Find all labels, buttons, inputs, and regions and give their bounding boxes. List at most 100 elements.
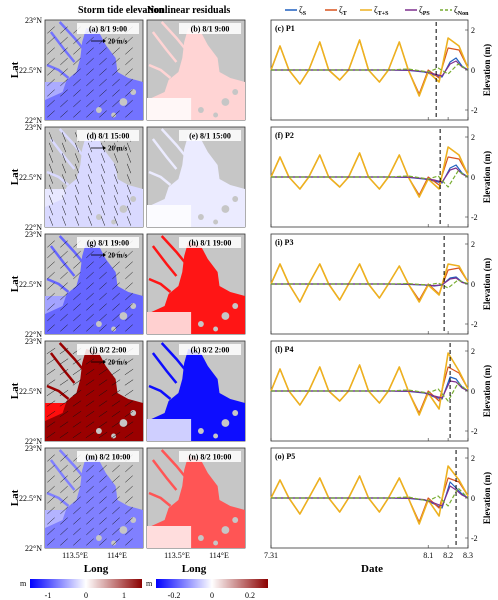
panel-row: Lat 23°N 22.5°N 22°N (g) 8/1 19:00 20 m/s (h) …: [9, 230, 492, 339]
wind-arrow: [85, 358, 95, 365]
wind-arrow: [112, 517, 120, 525]
wind-arrow: [125, 271, 133, 280]
wind-arrow: [73, 250, 81, 259]
colorbar-storm-gradient: [30, 579, 142, 588]
wind-arrow: [73, 506, 81, 515]
lat-tick-label: 23°N: [25, 337, 42, 346]
wind-arrow: [59, 410, 69, 418]
wind-arrow: [125, 78, 133, 87]
lat-tick-label: 22.5°N: [19, 280, 42, 289]
lat-tick-label: 23°N: [25, 16, 42, 25]
wind-arrow: [60, 464, 68, 473]
wind-arrow: [48, 216, 54, 226]
series-line-non: [271, 279, 469, 289]
wind-arrow: [47, 47, 55, 55]
long-label-residual: Long: [182, 563, 207, 575]
wind-arrow: [72, 368, 82, 376]
wind-arrow: [125, 313, 133, 322]
wind-arrow: [86, 475, 94, 483]
panel-label-bg: [77, 237, 139, 248]
wind-arrow: [73, 68, 81, 76]
wind-arrow: [60, 57, 68, 66]
wind-arrow: [113, 174, 119, 184]
wind-arrow: [125, 485, 133, 494]
legend-label: ζT: [339, 5, 347, 17]
island: [95, 214, 102, 220]
wind-arrow: [73, 282, 81, 290]
scale-arrow: 20 m/s: [91, 359, 128, 367]
wind-arrow: [112, 36, 120, 45]
wind-arrow: [86, 110, 94, 118]
wind-arrow: [100, 163, 106, 174]
storm-panel-label: (j) 8/2 2:00: [90, 346, 127, 355]
water-area: [147, 242, 245, 334]
river-channel: [148, 384, 172, 400]
wind-arrow: [125, 261, 133, 269]
island: [119, 205, 128, 213]
series-lines: [270, 352, 469, 416]
x-tick-label: 7.31: [264, 551, 278, 560]
timeseries-panel-label: (f) P2: [275, 131, 294, 140]
storm-panel-label: (g) 8/1 19:00: [87, 239, 129, 248]
wind-arrow: [100, 184, 106, 195]
elevation-axis-label: Elevation (m): [482, 472, 492, 524]
wind-arrow: [125, 324, 133, 332]
y-tick-label: 0: [471, 173, 475, 182]
wind-arrow: [99, 99, 107, 108]
wind-arrow: [98, 368, 108, 376]
water-area: [147, 456, 245, 548]
colorbar-residual: m -0.2 0 0.2: [146, 579, 268, 600]
nonlinear-residual-map: (n) 8/2 10:00: [146, 447, 246, 549]
storm-tide-map: (g) 8/1 19:00 20 m/s: [44, 233, 144, 335]
wind-arrow: [85, 389, 95, 397]
elevation-timeseries: (c) P1 -2 0 2 Elevation (m): [270, 19, 492, 121]
wind-arrow: [60, 36, 68, 45]
wind-arrow: [60, 527, 68, 536]
y-tick-label: 0: [471, 66, 475, 75]
island: [130, 410, 137, 416]
wind-arrow: [112, 527, 120, 536]
water-area: [147, 349, 245, 441]
y-tick-label: 2: [471, 454, 475, 463]
colorbar-residual-gradient: [156, 579, 268, 588]
wind-arrow: [125, 464, 133, 473]
wind-arrow: [61, 163, 67, 174]
wind-arrow: [111, 400, 121, 407]
legend: ζS ζT ζT+S ζPS ζNon: [285, 5, 469, 17]
wind-arrow: [99, 527, 107, 536]
wind-arrow: [48, 205, 54, 216]
wind-arrow: [46, 421, 56, 428]
wind-arrow: [126, 174, 132, 184]
nonlinear-residual-map: (h) 8/1 19:00: [146, 233, 246, 335]
wind-arrow: [99, 538, 107, 546]
wind-arrow: [99, 89, 107, 97]
timeseries-panel-label: (o) P5: [275, 452, 295, 461]
lon-tick-label: 113.5°E: [164, 551, 190, 560]
wind-arrow: [86, 303, 94, 311]
wind-arrow: [47, 240, 55, 248]
residual-column-title: Nonlinear residuals: [147, 5, 230, 16]
wind-arrow: [47, 496, 55, 504]
river-channel: [49, 138, 76, 170]
wind-arrow: [86, 538, 94, 546]
river-channel: [151, 459, 178, 491]
wind-arrow: [74, 205, 80, 216]
wind-arrow: [47, 538, 55, 546]
wind-arrow: [111, 358, 121, 365]
elevation-timeseries: (i) P3 -2 0 2 Elevation (m): [270, 233, 492, 335]
wind-arrow: [111, 368, 121, 376]
legend-symbol: ζ: [299, 5, 303, 15]
wind-arrow: [111, 421, 121, 428]
wind-arrow: [86, 89, 94, 97]
lat-tick-label: 22.5°N: [19, 494, 42, 503]
wind-arrow: [60, 496, 68, 504]
river-channel: [160, 449, 188, 479]
long-label-storm: Long: [84, 563, 109, 575]
wind-arrow: [47, 303, 55, 311]
wind-arrow: [73, 303, 81, 311]
wind-arrow: [113, 216, 119, 226]
wind-arrow: [60, 47, 68, 55]
nonlinear-residual-map: (e) 8/1 15:00: [146, 126, 246, 228]
panel-rows: Lat 23°N 22.5°N 22°N (a) 8/1 9:00 20 m/s (b) 8…: [9, 16, 492, 560]
wind-arrow: [87, 142, 93, 153]
